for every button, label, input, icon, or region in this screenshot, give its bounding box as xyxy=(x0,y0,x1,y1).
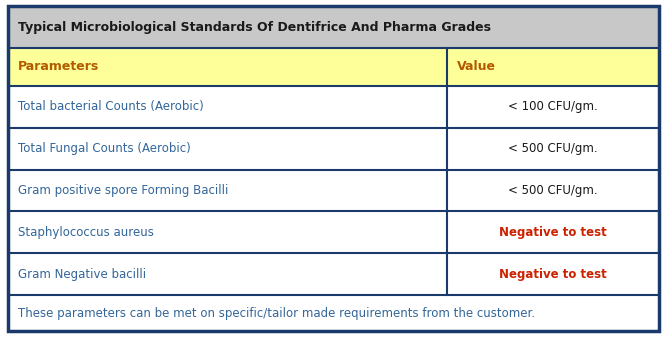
Text: < 500 CFU/gm.: < 500 CFU/gm. xyxy=(508,184,598,197)
Bar xyxy=(8,128,448,170)
Bar xyxy=(8,6,659,48)
Text: Parameters: Parameters xyxy=(18,61,99,73)
Bar xyxy=(8,86,448,128)
Text: Total Fungal Counts (Aerobic): Total Fungal Counts (Aerobic) xyxy=(18,142,191,155)
Text: Gram positive spore Forming Bacilli: Gram positive spore Forming Bacilli xyxy=(18,184,228,197)
Text: < 500 CFU/gm.: < 500 CFU/gm. xyxy=(508,142,598,155)
Bar xyxy=(448,211,659,253)
Bar xyxy=(448,48,659,86)
Text: Value: Value xyxy=(458,61,496,73)
Text: Negative to test: Negative to test xyxy=(500,268,607,281)
Text: These parameters can be met on specific/tailor made requirements from the custom: These parameters can be met on specific/… xyxy=(18,306,535,319)
Bar xyxy=(8,253,448,295)
Text: Typical Microbiological Standards Of Dentifrice And Pharma Grades: Typical Microbiological Standards Of Den… xyxy=(18,21,491,33)
Text: Total bacterial Counts (Aerobic): Total bacterial Counts (Aerobic) xyxy=(18,100,203,113)
Bar xyxy=(8,295,659,331)
Bar xyxy=(448,86,659,128)
Text: Gram Negative bacilli: Gram Negative bacilli xyxy=(18,268,146,281)
Text: Staphylococcus aureus: Staphylococcus aureus xyxy=(18,226,154,239)
Bar xyxy=(8,211,448,253)
Text: Negative to test: Negative to test xyxy=(500,226,607,239)
Bar xyxy=(448,170,659,211)
Text: < 100 CFU/gm.: < 100 CFU/gm. xyxy=(508,100,598,113)
Bar xyxy=(448,253,659,295)
Bar xyxy=(8,48,448,86)
Bar xyxy=(8,170,448,211)
Bar xyxy=(448,128,659,170)
